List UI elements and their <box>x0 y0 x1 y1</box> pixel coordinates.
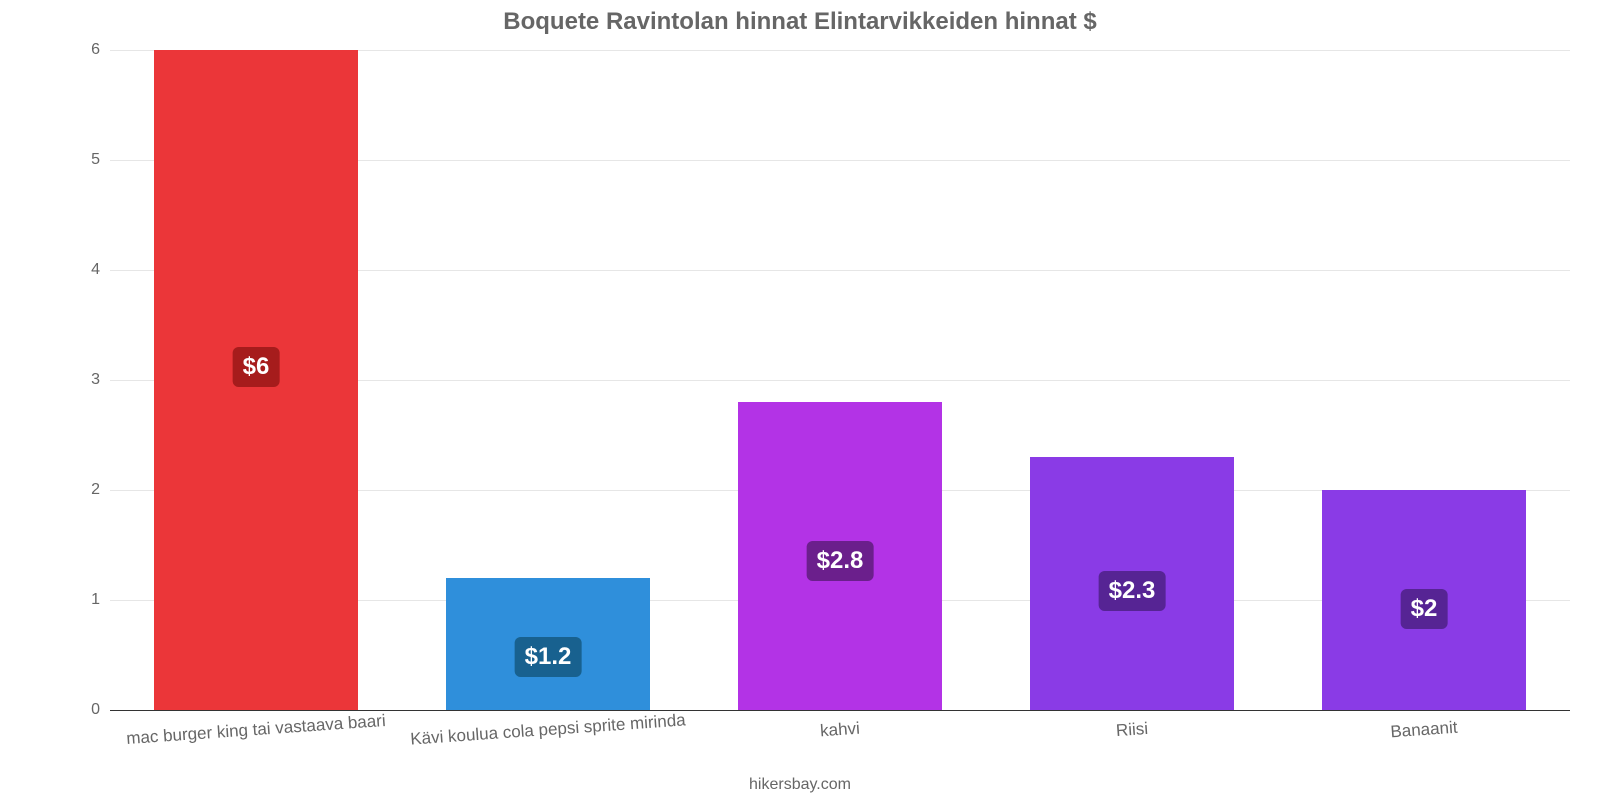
value-badge: $2.8 <box>807 541 874 581</box>
plot-area: 0123456$6$1.2$2.8$2.3$2 <box>110 50 1570 710</box>
bar: $2 <box>1322 490 1526 710</box>
attribution-text: hikersbay.com <box>0 776 1600 794</box>
x-tick-label: kahvi <box>820 719 861 742</box>
x-tick-label: Kävi koulua cola pepsi sprite mirinda <box>410 710 687 749</box>
x-axis-labels: mac burger king tai vastaava baari Kävi k… <box>110 712 1570 772</box>
chart-title: Boquete Ravintolan hinnat Elintarvikkeid… <box>0 8 1600 36</box>
value-badge: $1.2 <box>515 637 582 677</box>
value-badge: $6 <box>233 347 280 387</box>
y-tick-label: 4 <box>50 261 110 279</box>
bar: $2.8 <box>738 402 942 710</box>
y-tick-label: 3 <box>50 371 110 389</box>
x-axis-baseline <box>110 710 1570 711</box>
y-tick-label: 2 <box>50 481 110 499</box>
value-badge: $2.3 <box>1099 571 1166 611</box>
bar: $1.2 <box>446 578 650 710</box>
bar: $2.3 <box>1030 457 1234 710</box>
value-badge: $2 <box>1401 589 1448 629</box>
x-tick-label: Banaanit <box>1390 718 1458 743</box>
x-tick-label: Riisi <box>1115 719 1148 741</box>
y-tick-label: 0 <box>50 701 110 719</box>
x-tick-label: mac burger king tai vastaava baari <box>126 711 387 749</box>
y-tick-label: 6 <box>50 41 110 59</box>
price-chart: Boquete Ravintolan hinnat Elintarvikkeid… <box>0 0 1600 800</box>
y-tick-label: 1 <box>50 591 110 609</box>
y-tick-label: 5 <box>50 151 110 169</box>
bar: $6 <box>154 50 358 710</box>
